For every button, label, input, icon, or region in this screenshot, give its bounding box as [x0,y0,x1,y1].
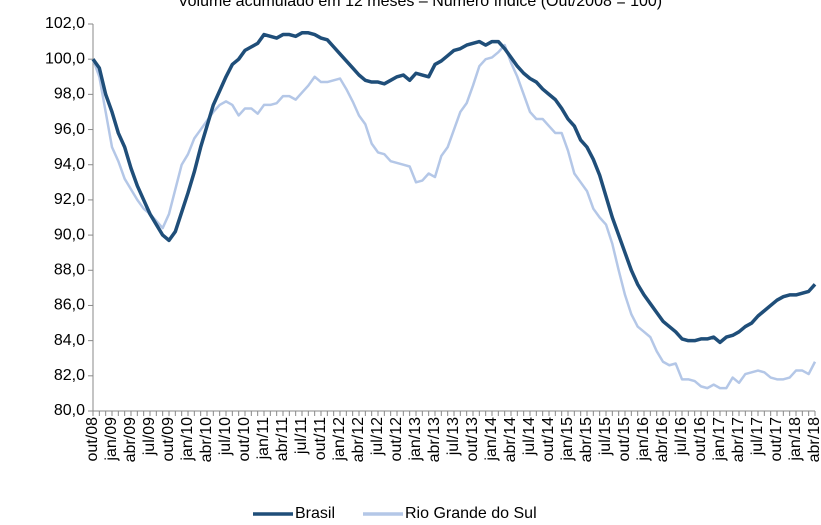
x-tick-label: abr/15 [578,417,595,462]
legend-label: Brasil [295,505,335,522]
y-tick-label: 100,0 [45,50,85,67]
x-tick-label: out/09 [160,417,177,462]
x-tick-label: jul/13 [445,417,462,456]
x-tick-label: out/17 [768,417,785,462]
x-tick-label: jan/15 [559,417,576,462]
x-tick-label: out/10 [236,417,253,462]
x-tick-label: abr/14 [502,417,519,462]
x-tick-label: abr/10 [198,417,215,462]
y-tick-label: 82,0 [54,367,85,384]
x-tick-label: abr/09 [122,417,139,462]
x-tick-label: out/16 [692,417,709,462]
chart-title: Volume acumulado em 12 meses – Número ín… [178,0,662,10]
x-tick-label: jan/18 [787,417,804,462]
y-tick-label: 96,0 [54,121,85,138]
x-tick-label: abr/16 [654,417,671,462]
x-tick-label: jan/13 [407,417,424,462]
y-tick-label: 98,0 [54,86,85,103]
y-tick-label: 94,0 [54,156,85,173]
x-tick-label: out/13 [464,417,481,462]
x-tick-label: jan/12 [331,417,348,462]
y-tick-label: 86,0 [54,297,85,314]
x-tick-label: jan/10 [179,417,196,462]
x-tick-label: jan/16 [635,417,652,462]
x-tick-label: jan/11 [255,417,272,461]
x-tick-label: abr/18 [806,417,821,462]
x-tick-label: out/12 [388,417,405,462]
x-tick-label: jul/11 [293,417,310,455]
x-tick-label: jan/14 [483,417,500,462]
legend-label: Rio Grande do Sul [405,505,537,522]
y-tick-label: 84,0 [54,332,85,349]
y-tick-label: 80,0 [54,402,85,419]
x-tick-label: jul/17 [749,417,766,456]
x-tick-label: jan/09 [103,417,120,462]
x-tick-label: out/15 [616,417,633,462]
x-tick-label: abr/13 [426,417,443,462]
x-tick-label: out/11 [312,417,329,460]
series-line [91,43,817,390]
x-tick-label: out/08 [84,417,101,462]
y-tick-label: 102,0 [45,15,85,32]
series-line [91,31,817,345]
x-tick-label: abr/11 [274,417,291,461]
y-tick-label: 92,0 [54,191,85,208]
x-tick-label: jul/16 [673,417,690,456]
x-tick-label: abr/17 [730,417,747,462]
x-tick-label: jul/12 [369,417,386,456]
x-tick-label: jul/09 [141,417,158,456]
x-tick-label: abr/12 [350,417,367,462]
x-tick-label: jul/10 [217,417,234,456]
x-tick-label: jul/15 [597,417,614,456]
y-tick-label: 90,0 [54,226,85,243]
x-tick-label: jul/14 [521,417,538,456]
y-tick-label: 88,0 [54,261,85,278]
x-tick-label: out/14 [540,417,557,462]
x-tick-label: jan/17 [711,417,728,462]
